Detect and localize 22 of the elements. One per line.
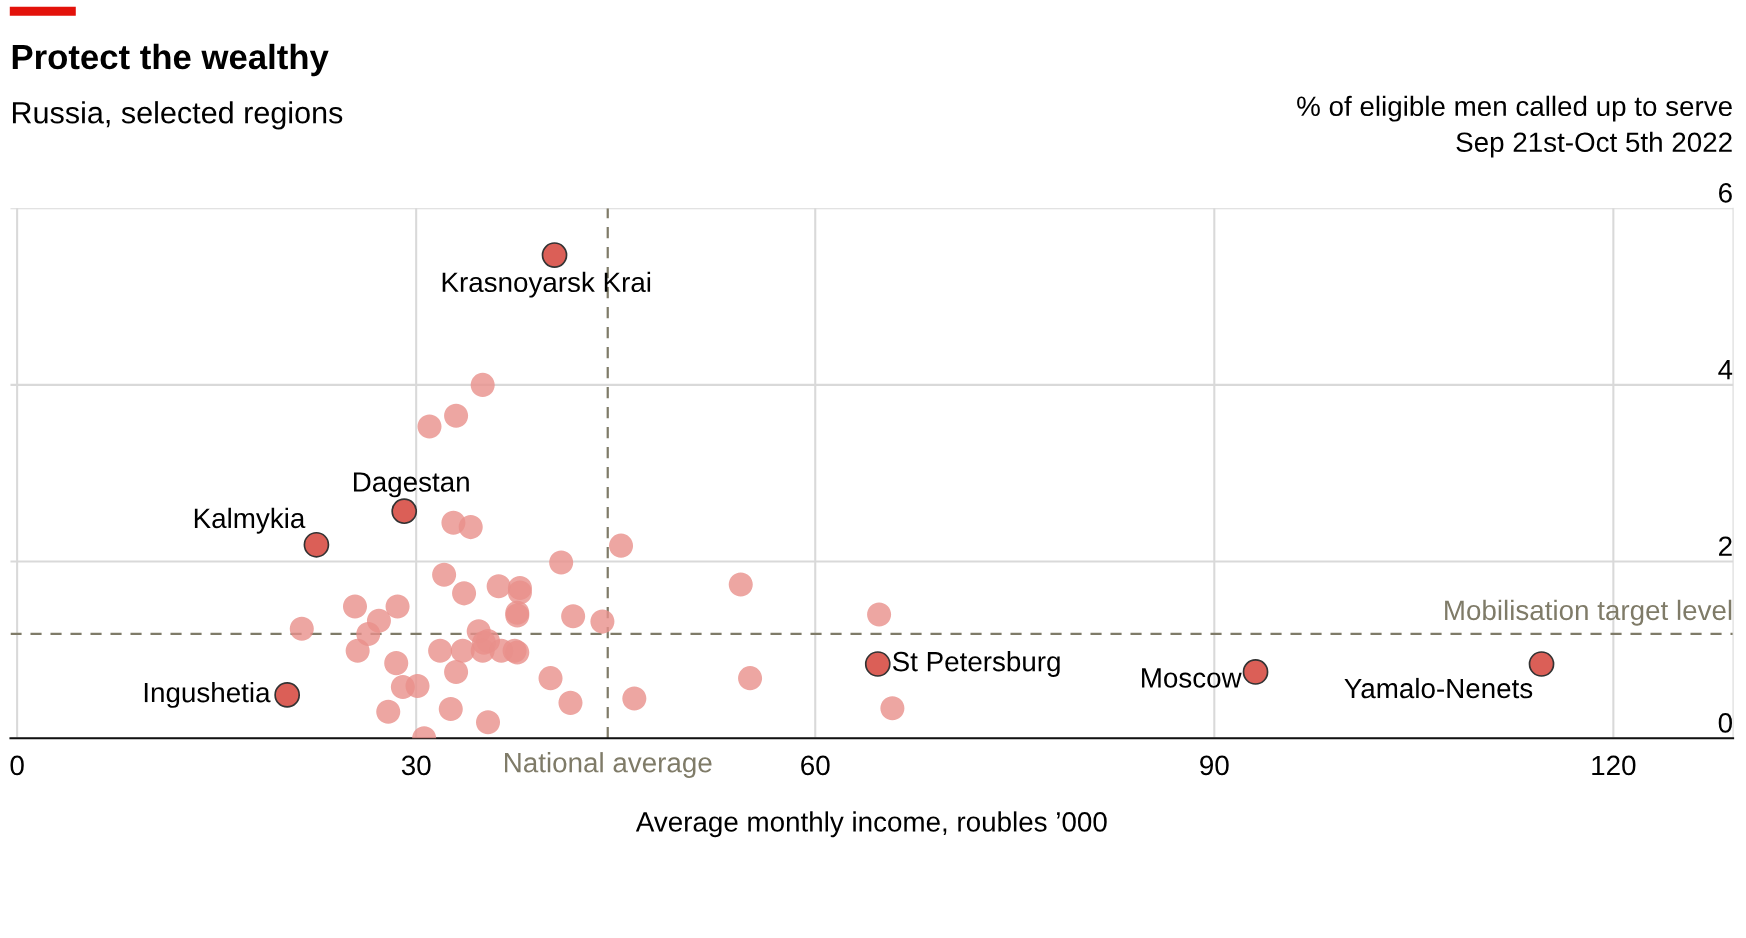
x-tick-label: 30 bbox=[401, 755, 431, 776]
y-tick-label: 6 bbox=[1719, 183, 1732, 203]
x-tick-label: 120 bbox=[1592, 755, 1636, 776]
y-axis-title: % of eligible men called up to serve Sep 21st-Oct 5th 2022 bbox=[1297, 95, 1732, 158]
ref-line-label: Mobilisation target level bbox=[1445, 599, 1732, 626]
x-tick-label: 90 bbox=[1200, 755, 1229, 776]
chart-subtitle: Russia, selected regions bbox=[12, 101, 343, 130]
x-tick-label: 0 bbox=[10, 755, 24, 776]
annotation: St Petersburg bbox=[892, 651, 1060, 677]
annotation: Yamalo-Nenets bbox=[1344, 677, 1533, 699]
chart-title: Protect the wealthy bbox=[12, 43, 329, 77]
annotation: Krasnoyarsk Krai bbox=[442, 271, 651, 298]
x-axis-title: Average monthly income, roubles ’000 bbox=[635, 811, 1107, 838]
annotation: Ingushetia bbox=[144, 681, 271, 708]
annotation: Moscow bbox=[1142, 668, 1242, 688]
y-tick-label: 4 bbox=[1718, 360, 1733, 380]
annotation: Dagestan bbox=[353, 472, 469, 498]
y-tick-label: 0 bbox=[1718, 713, 1732, 733]
y-tick-label: 2 bbox=[1719, 536, 1732, 556]
x-tick-label: 60 bbox=[801, 755, 830, 776]
annotation: Kalmykia bbox=[194, 507, 306, 534]
ref-line-label: National average bbox=[505, 752, 712, 778]
